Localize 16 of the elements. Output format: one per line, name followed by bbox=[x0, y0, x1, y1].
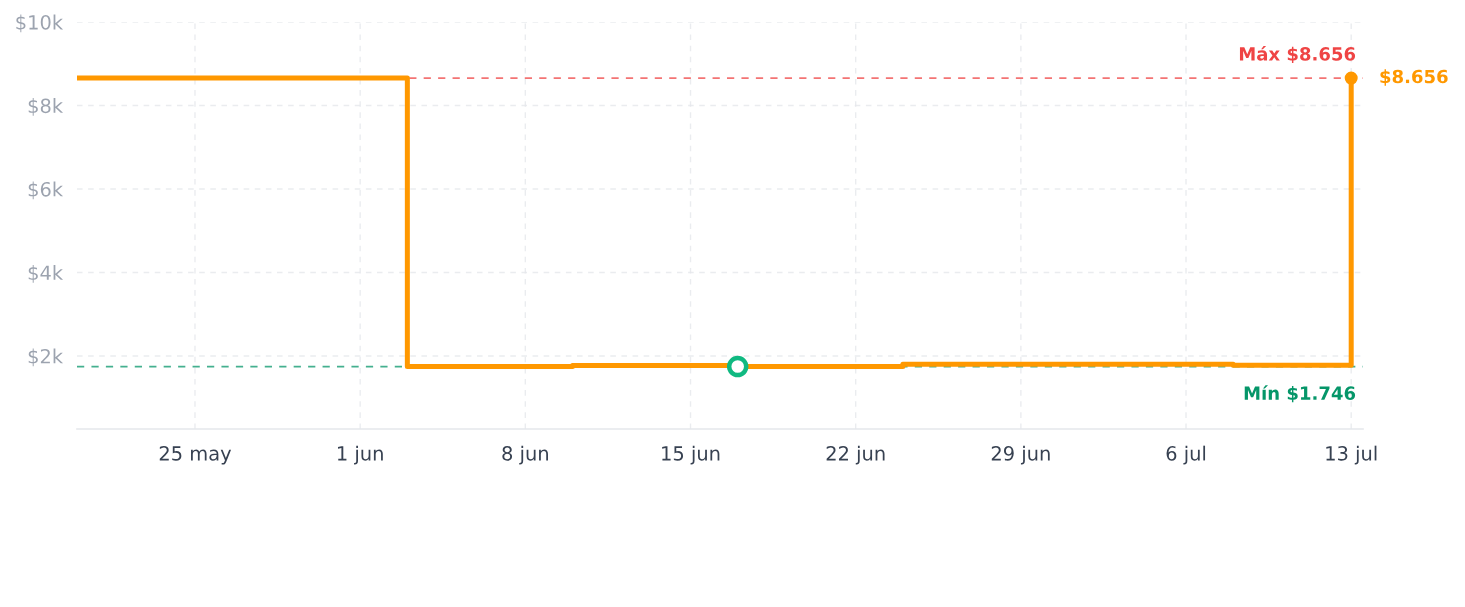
x-tick-label: 15 jun bbox=[662, 445, 720, 465]
y-tick-label: $10k bbox=[16, 14, 64, 33]
ref-line-label: Mín $1.746 bbox=[1244, 385, 1356, 403]
x-tick-label: 8 jun bbox=[502, 445, 548, 465]
x-tick-label: 6 jul bbox=[1166, 445, 1206, 465]
ref-line-label: Máx $8.656 bbox=[1239, 46, 1356, 64]
y-tick-label: $2k bbox=[28, 348, 64, 367]
x-tick-label: 1 jun bbox=[337, 445, 383, 465]
x-tick-label: 13 jul bbox=[1326, 445, 1377, 465]
y-tick-label: $4k bbox=[28, 265, 64, 283]
y-tick-label: $8k bbox=[28, 98, 64, 116]
x-tick-label: 22 jun bbox=[826, 445, 885, 465]
x-tick-label: 25 may bbox=[159, 446, 232, 465]
y-tick-label: $6k bbox=[28, 181, 64, 200]
x-tick-label: 29 jun bbox=[991, 445, 1050, 465]
annotation: $8.656 bbox=[1380, 69, 1448, 86]
